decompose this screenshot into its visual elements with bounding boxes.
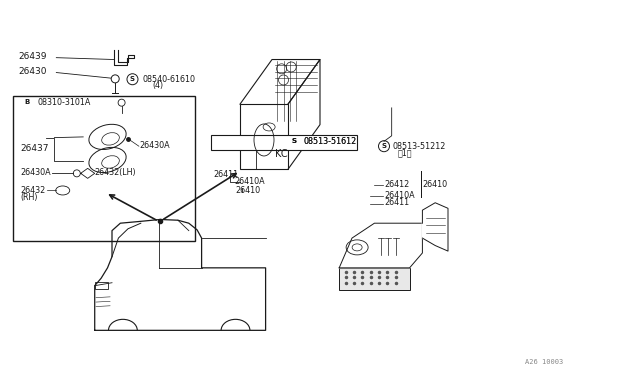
Text: 08540-61610: 08540-61610 xyxy=(142,75,195,84)
Text: A26 10003: A26 10003 xyxy=(525,359,563,365)
Text: (RH): (RH) xyxy=(20,193,38,202)
Text: 26412: 26412 xyxy=(384,180,409,189)
Bar xyxy=(211,135,357,150)
Polygon shape xyxy=(422,203,448,251)
Polygon shape xyxy=(339,223,422,268)
Text: 26411: 26411 xyxy=(214,170,239,179)
Text: 26430A: 26430A xyxy=(20,168,51,177)
Text: S: S xyxy=(381,143,387,149)
Text: KC: KC xyxy=(275,150,288,159)
Text: 26432(LH): 26432(LH) xyxy=(95,168,136,177)
Text: 08310-3101A: 08310-3101A xyxy=(37,98,90,107)
Bar xyxy=(339,268,410,290)
Text: 26410: 26410 xyxy=(236,186,260,195)
Text: 26430: 26430 xyxy=(18,67,47,76)
Text: B: B xyxy=(24,99,29,105)
Text: 26437: 26437 xyxy=(20,144,49,153)
Bar xyxy=(95,282,108,289)
Text: (4): (4) xyxy=(152,81,163,90)
Text: S: S xyxy=(292,138,297,144)
Text: 08513-51612: 08513-51612 xyxy=(304,137,357,146)
Bar xyxy=(13,96,195,241)
Text: 08513-51612: 08513-51612 xyxy=(304,137,357,146)
Text: 26430A: 26430A xyxy=(140,141,170,150)
Text: 26439: 26439 xyxy=(18,52,47,61)
Bar xyxy=(240,104,288,169)
Text: 26432: 26432 xyxy=(20,186,45,195)
Text: 26411: 26411 xyxy=(384,198,409,207)
Text: S: S xyxy=(292,138,297,144)
Text: 08513-51212: 08513-51212 xyxy=(393,142,446,151)
Text: （1）: （1） xyxy=(398,149,413,158)
Text: 26410A: 26410A xyxy=(234,177,265,186)
Text: 26410A: 26410A xyxy=(384,191,415,200)
Text: 26410: 26410 xyxy=(422,180,447,189)
Text: S: S xyxy=(130,76,135,82)
